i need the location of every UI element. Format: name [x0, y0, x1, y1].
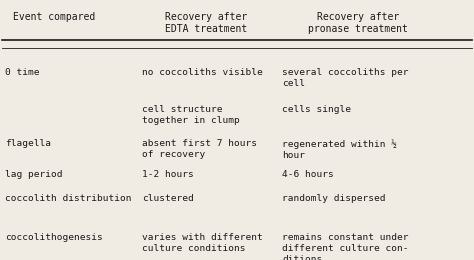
Text: cells single: cells single [282, 105, 351, 114]
Text: remains constant under
different culture con-
ditions: remains constant under different culture… [282, 233, 409, 260]
Text: regenerated within ½
hour: regenerated within ½ hour [282, 139, 397, 160]
Text: several coccoliths per
cell: several coccoliths per cell [282, 68, 409, 88]
Text: clustered: clustered [142, 194, 194, 203]
Text: varies with different
culture conditions: varies with different culture conditions [142, 233, 263, 253]
Text: no coccoliths visible: no coccoliths visible [142, 68, 263, 77]
Text: randomly dispersed: randomly dispersed [282, 194, 385, 203]
Text: Recovery after
pronase treatment: Recovery after pronase treatment [308, 12, 408, 34]
Text: coccolith distribution: coccolith distribution [5, 194, 131, 203]
Text: cell structure
together in clump: cell structure together in clump [142, 105, 240, 125]
Text: 1-2 hours: 1-2 hours [142, 170, 194, 179]
Text: Event compared: Event compared [13, 12, 96, 22]
Text: flagella: flagella [5, 139, 51, 148]
Text: Recovery after
EDTA treatment: Recovery after EDTA treatment [165, 12, 247, 34]
Text: coccolithogenesis: coccolithogenesis [5, 233, 102, 242]
Text: lag period: lag period [5, 170, 62, 179]
Text: absent first 7 hours
of recovery: absent first 7 hours of recovery [142, 139, 257, 159]
Text: 4-6 hours: 4-6 hours [282, 170, 334, 179]
Text: 0 time: 0 time [5, 68, 39, 77]
